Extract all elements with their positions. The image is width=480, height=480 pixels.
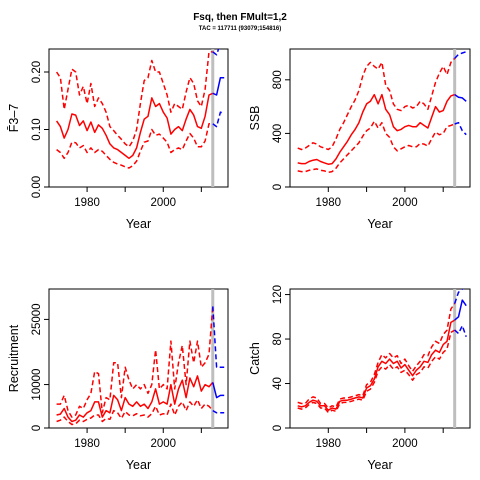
fbar-plot-frame — [48, 48, 229, 188]
recruitment-series-forecast-upper — [212, 306, 225, 368]
catch-x-tick-label: 1980 — [316, 438, 342, 450]
ssb-x-tick-label: 1980 — [316, 197, 342, 209]
ssb-series-forecast-upper — [454, 50, 467, 59]
ssb-series-lower — [297, 120, 455, 174]
ssb-plot-frame — [289, 48, 471, 188]
catch-y-tick-label: 40 — [272, 377, 284, 390]
catch-y-tick-label: 80 — [272, 333, 284, 346]
ssb-x-axis-label: Year — [367, 217, 392, 231]
recruitment-x-tick-label: 1980 — [74, 438, 100, 450]
fbar-x-tick-label: 1980 — [74, 197, 100, 209]
panels: 1980 2000 0.00 0.10 0.20 Year F̄3–7 1980 2000 0 40… — [7, 48, 471, 472]
recruitment-panel: 1980 2000 0 10000 25000 Year Recruitment — [7, 288, 229, 472]
fbar-series-median — [55, 92, 214, 160]
fbar-series-forecast-lower — [212, 111, 225, 128]
fbar-series-upper — [55, 51, 213, 148]
ssb-series-forecast-median — [454, 93, 467, 102]
catch-series-median — [297, 319, 456, 411]
recruitment-series-lower — [56, 399, 214, 426]
catch-series-forecast-lower — [454, 324, 467, 338]
fbar-panel: 1980 2000 0.00 0.10 0.20 Year F̄3–7 — [7, 48, 229, 231]
catch-series-forecast-median — [454, 299, 467, 321]
catch-series-upper — [297, 303, 456, 409]
catch-series-lower — [297, 329, 456, 414]
recruitment-series-upper — [56, 306, 214, 418]
fbar-series-forecast-median — [212, 76, 225, 96]
fbar-series-group — [55, 49, 225, 169]
figure-subtitle: TAC = 117711 (93079;154816) — [199, 26, 281, 32]
catch-x-tick-label: 2000 — [392, 438, 418, 450]
recruitment-x-tick-label: 2000 — [150, 438, 176, 450]
recruitment-y-tick-label: 10000 — [31, 369, 43, 401]
ssb-series-upper — [297, 57, 456, 151]
catch-y-tick-label: 120 — [272, 285, 284, 304]
ssb-series-forecast-lower — [454, 121, 467, 136]
catch-y-tick-label: 0 — [272, 425, 284, 431]
recruitment-series-median — [56, 375, 214, 423]
ssb-series-group — [297, 50, 467, 174]
recruitment-series-group — [56, 306, 225, 426]
catch-y-axis-label: Catch — [248, 342, 262, 375]
fbar-y-tick-label: 0.10 — [31, 118, 43, 140]
fbar-x-tick-label: 2000 — [150, 197, 176, 209]
recruitment-y-tick-label: 0 — [31, 425, 43, 431]
fbar-y-tick-label: 0.00 — [31, 176, 43, 198]
recruitment-plot-frame — [48, 288, 229, 429]
recruitment-series-forecast-lower — [212, 409, 225, 414]
fbar-x-axis-label: Year — [126, 217, 151, 231]
ssb-panel: 1980 2000 0 400 800 Year SSB — [248, 48, 471, 231]
ssb-y-axis-label: SSB — [248, 105, 262, 130]
recruitment-y-axis-label: Recruitment — [7, 324, 21, 392]
recruitment-x-axis-label: Year — [126, 458, 151, 472]
ssb-y-tick-label: 800 — [272, 70, 284, 89]
ssb-x-tick-label: 2000 — [392, 197, 418, 209]
ssb-y-tick-label: 400 — [272, 124, 284, 143]
catch-series-forecast-upper — [453, 289, 464, 304]
catch-plot-frame — [289, 288, 471, 429]
fbar-y-tick-label: 0.20 — [31, 61, 43, 83]
catch-panel: 1980 2000 0 40 80 120 Year Catch — [248, 285, 471, 472]
ssb-y-tick-label: 0 — [272, 184, 284, 190]
recruitment-y-tick-label: 25000 — [31, 303, 43, 335]
recruitment-series-forecast-median — [212, 382, 225, 399]
figure-title: Fsq, then FMult=1,2 — [193, 12, 287, 23]
catch-x-axis-label: Year — [367, 458, 392, 472]
fbar-y-axis-label: F̄3–7 — [7, 104, 21, 133]
fbar-series-forecast-upper — [212, 49, 220, 56]
ssb-series-median — [297, 93, 455, 165]
fbar-series-lower — [56, 123, 213, 169]
catch-series-group — [297, 289, 467, 414]
